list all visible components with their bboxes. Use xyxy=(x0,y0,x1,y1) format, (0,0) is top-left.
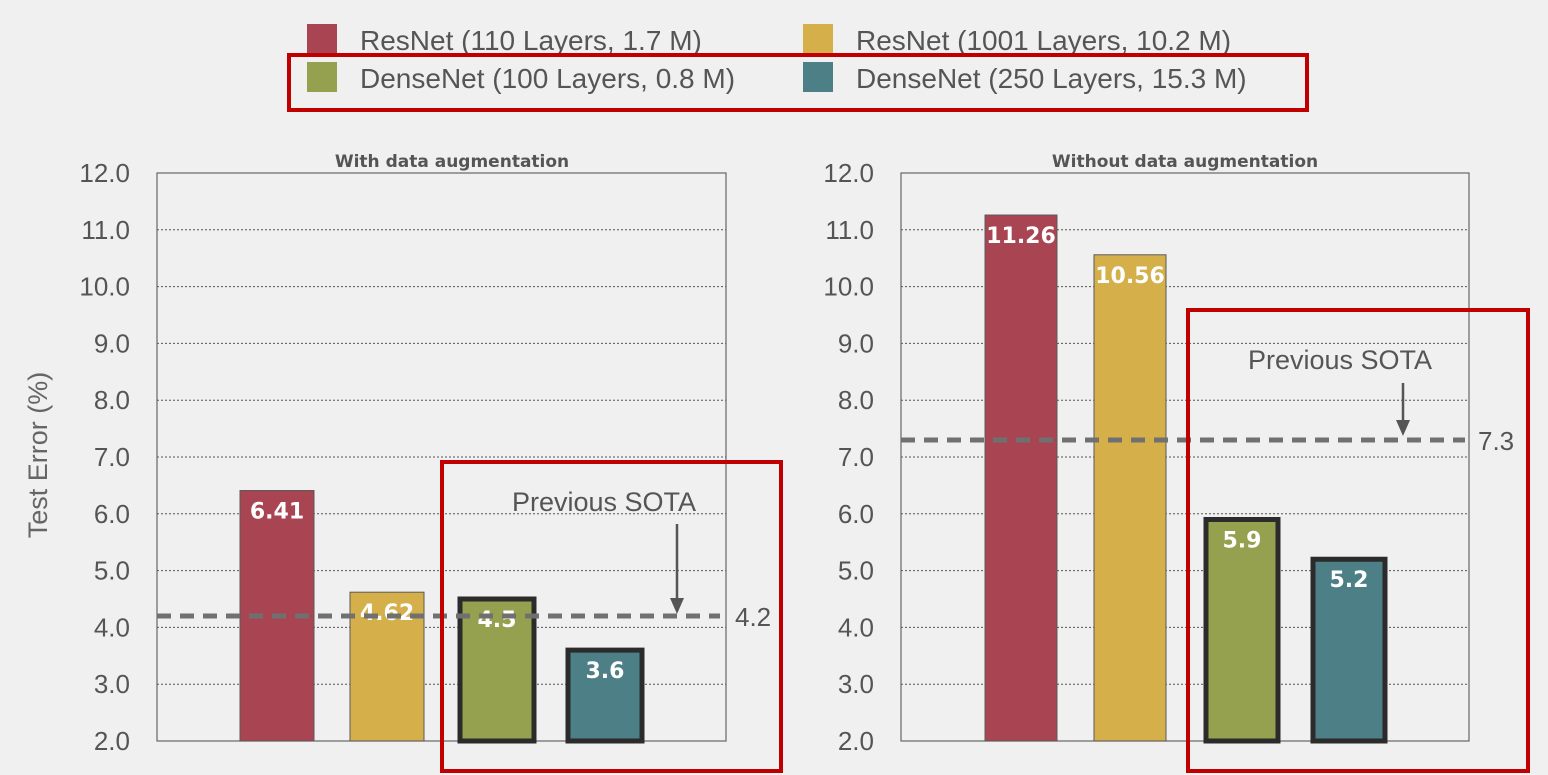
bar-value-label: 10.56 xyxy=(1095,264,1165,289)
y-tick-label: 3.0 xyxy=(94,669,130,699)
y-tick-label: 5.0 xyxy=(838,556,874,586)
y-tick-label: 11.0 xyxy=(81,215,130,245)
y-tick-label: 12.0 xyxy=(823,158,874,188)
legend-label-resnet110: ResNet (110 Layers, 1.7 M) xyxy=(360,25,702,56)
previous-sota: 4.2 Previous SOTA xyxy=(157,487,771,632)
y-tick-label: 7.0 xyxy=(838,442,874,472)
bar-densenet250 xyxy=(1310,556,1388,744)
bars: 11.26 10.56 5.9 5.2 xyxy=(984,214,1388,744)
bar-value-label: 5.2 xyxy=(1330,568,1369,593)
plot-frame xyxy=(900,172,1470,742)
y-axis-label: Test Error (%) xyxy=(23,372,53,539)
bar-value-label: 4.5 xyxy=(478,608,517,633)
y-tick-label: 4.0 xyxy=(838,612,874,642)
y-tick-label: 9.0 xyxy=(94,328,130,358)
previous-sota: 7.3 Previous SOTA xyxy=(901,345,1514,456)
sota-arrow-head xyxy=(670,598,684,614)
y-tick-label: 5.0 xyxy=(94,556,130,586)
sota-value-label: 4.2 xyxy=(735,602,771,632)
highlight-box-densenet xyxy=(440,460,783,773)
legend-swatch-resnet1001 xyxy=(803,24,833,54)
y-tick-labels: 2.0 3.0 4.0 5.0 6.0 7.0 8.0 9.0 10.0 11.0 12.0 xyxy=(79,158,130,756)
sota-text: Previous SOTA xyxy=(1248,345,1432,375)
y-tick-label: 6.0 xyxy=(838,499,874,529)
y-tick-label: 12.0 xyxy=(79,158,130,188)
bar-densenet250 xyxy=(565,647,645,744)
y-tick-label: 11.0 xyxy=(825,215,874,245)
bar-resnet1001 xyxy=(1093,254,1167,742)
y-tick-label: 8.0 xyxy=(94,385,130,415)
bar-value-label: 11.26 xyxy=(986,224,1056,249)
y-tick-label: 8.0 xyxy=(838,385,874,415)
panel-title-without-augmentation: Without data augmentation xyxy=(1052,152,1318,172)
y-tick-label: 3.0 xyxy=(838,669,874,699)
panel-title-with-augmentation: With data augmentation xyxy=(335,152,569,172)
legend-highlight-box xyxy=(287,53,1309,112)
legend-label-densenet100: DenseNet (100 Layers, 0.8 M) xyxy=(360,63,735,94)
bar-densenet100 xyxy=(457,596,537,744)
y-tick-label: 10.0 xyxy=(79,272,130,302)
legend-label-densenet250: DenseNet (250 Layers, 15.3 M) xyxy=(856,63,1247,94)
legend: ResNet (110 Layers, 1.7 M) ResNet (1001 … xyxy=(287,24,1309,112)
legend-swatch-resnet110 xyxy=(307,24,337,54)
y-tick-label: 6.0 xyxy=(94,499,130,529)
legend-swatch-densenet100 xyxy=(307,62,337,92)
y-tick-label: 4.0 xyxy=(94,612,130,642)
y-tick-label: 2.0 xyxy=(94,726,130,756)
legend-swatch-densenet250 xyxy=(803,62,833,92)
bar-value-label: 3.6 xyxy=(586,659,625,684)
y-tick-label: 7.0 xyxy=(94,442,130,472)
bars: 6.414.624.53.6 xyxy=(239,490,645,744)
bar-densenet100 xyxy=(1203,516,1281,744)
bar-resnet110 xyxy=(984,214,1058,742)
y-tick-label: 2.0 xyxy=(838,726,874,756)
y-tick-label: 9.0 xyxy=(838,328,874,358)
bar-value-label: 5.9 xyxy=(1223,528,1262,553)
y-tick-labels: 2.0 3.0 4.0 5.0 6.0 7.0 8.0 9.0 10.0 11.0 12.0 xyxy=(823,158,874,756)
legend-label-resnet1001: ResNet (1001 Layers, 10.2 M) xyxy=(856,25,1231,56)
y-tick-label: 10.0 xyxy=(823,272,874,302)
sota-text: Previous SOTA xyxy=(512,487,696,517)
panel-with-augmentation: With data augmentation 2.0 3.0 4.0 5.0 6.0 7.… xyxy=(79,152,783,773)
panel-without-augmentation: Without data augmentation 2.0 3.0 4.0 5.0 6.… xyxy=(823,152,1530,773)
bar-value-label: 6.41 xyxy=(250,500,304,525)
sota-arrow-head xyxy=(1396,420,1410,436)
sota-value-label: 7.3 xyxy=(1478,426,1514,456)
highlight-box-densenet xyxy=(1186,308,1530,773)
